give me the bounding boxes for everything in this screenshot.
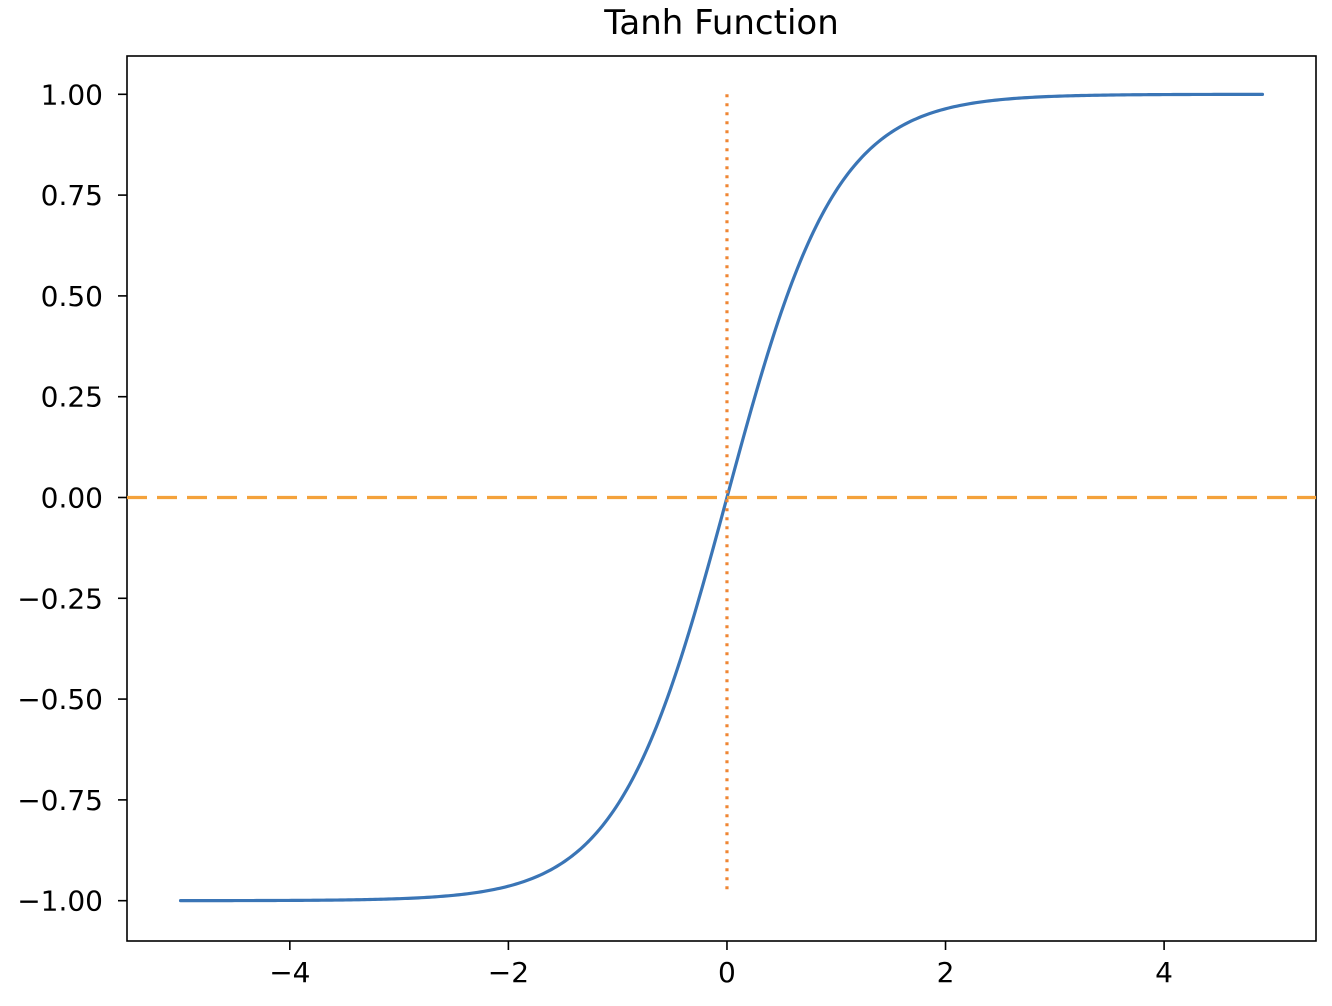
y-tick-label: 0.75 (41, 179, 103, 212)
x-tick-label: 0 (718, 956, 736, 989)
y-tick-label: 0.50 (41, 280, 103, 313)
x-axis-ticks: −4 −2 0 2 4 (269, 941, 1173, 989)
x-tick-label: 2 (937, 956, 955, 989)
y-tick-label: −0.50 (17, 683, 103, 716)
y-tick-label: −0.25 (17, 582, 103, 615)
x-tick-label: −4 (269, 956, 310, 989)
y-tick-label: 1.00 (41, 78, 103, 111)
x-tick-label: −2 (488, 956, 529, 989)
plot-content (127, 92, 1316, 903)
y-axis-ticks: 1.00 0.75 0.50 0.25 0.00 −0.25 −0.50 −0.75 −1.00 (17, 78, 127, 918)
y-tick-label: 0.00 (41, 481, 103, 514)
x-tick-label: 4 (1155, 956, 1173, 989)
tanh-series-line (178, 92, 1265, 903)
y-tick-label: −0.75 (17, 784, 103, 817)
y-tick-label: −1.00 (17, 885, 103, 918)
y-tick-label: 0.25 (41, 381, 103, 414)
chart-title: Tanh Function (603, 3, 839, 43)
